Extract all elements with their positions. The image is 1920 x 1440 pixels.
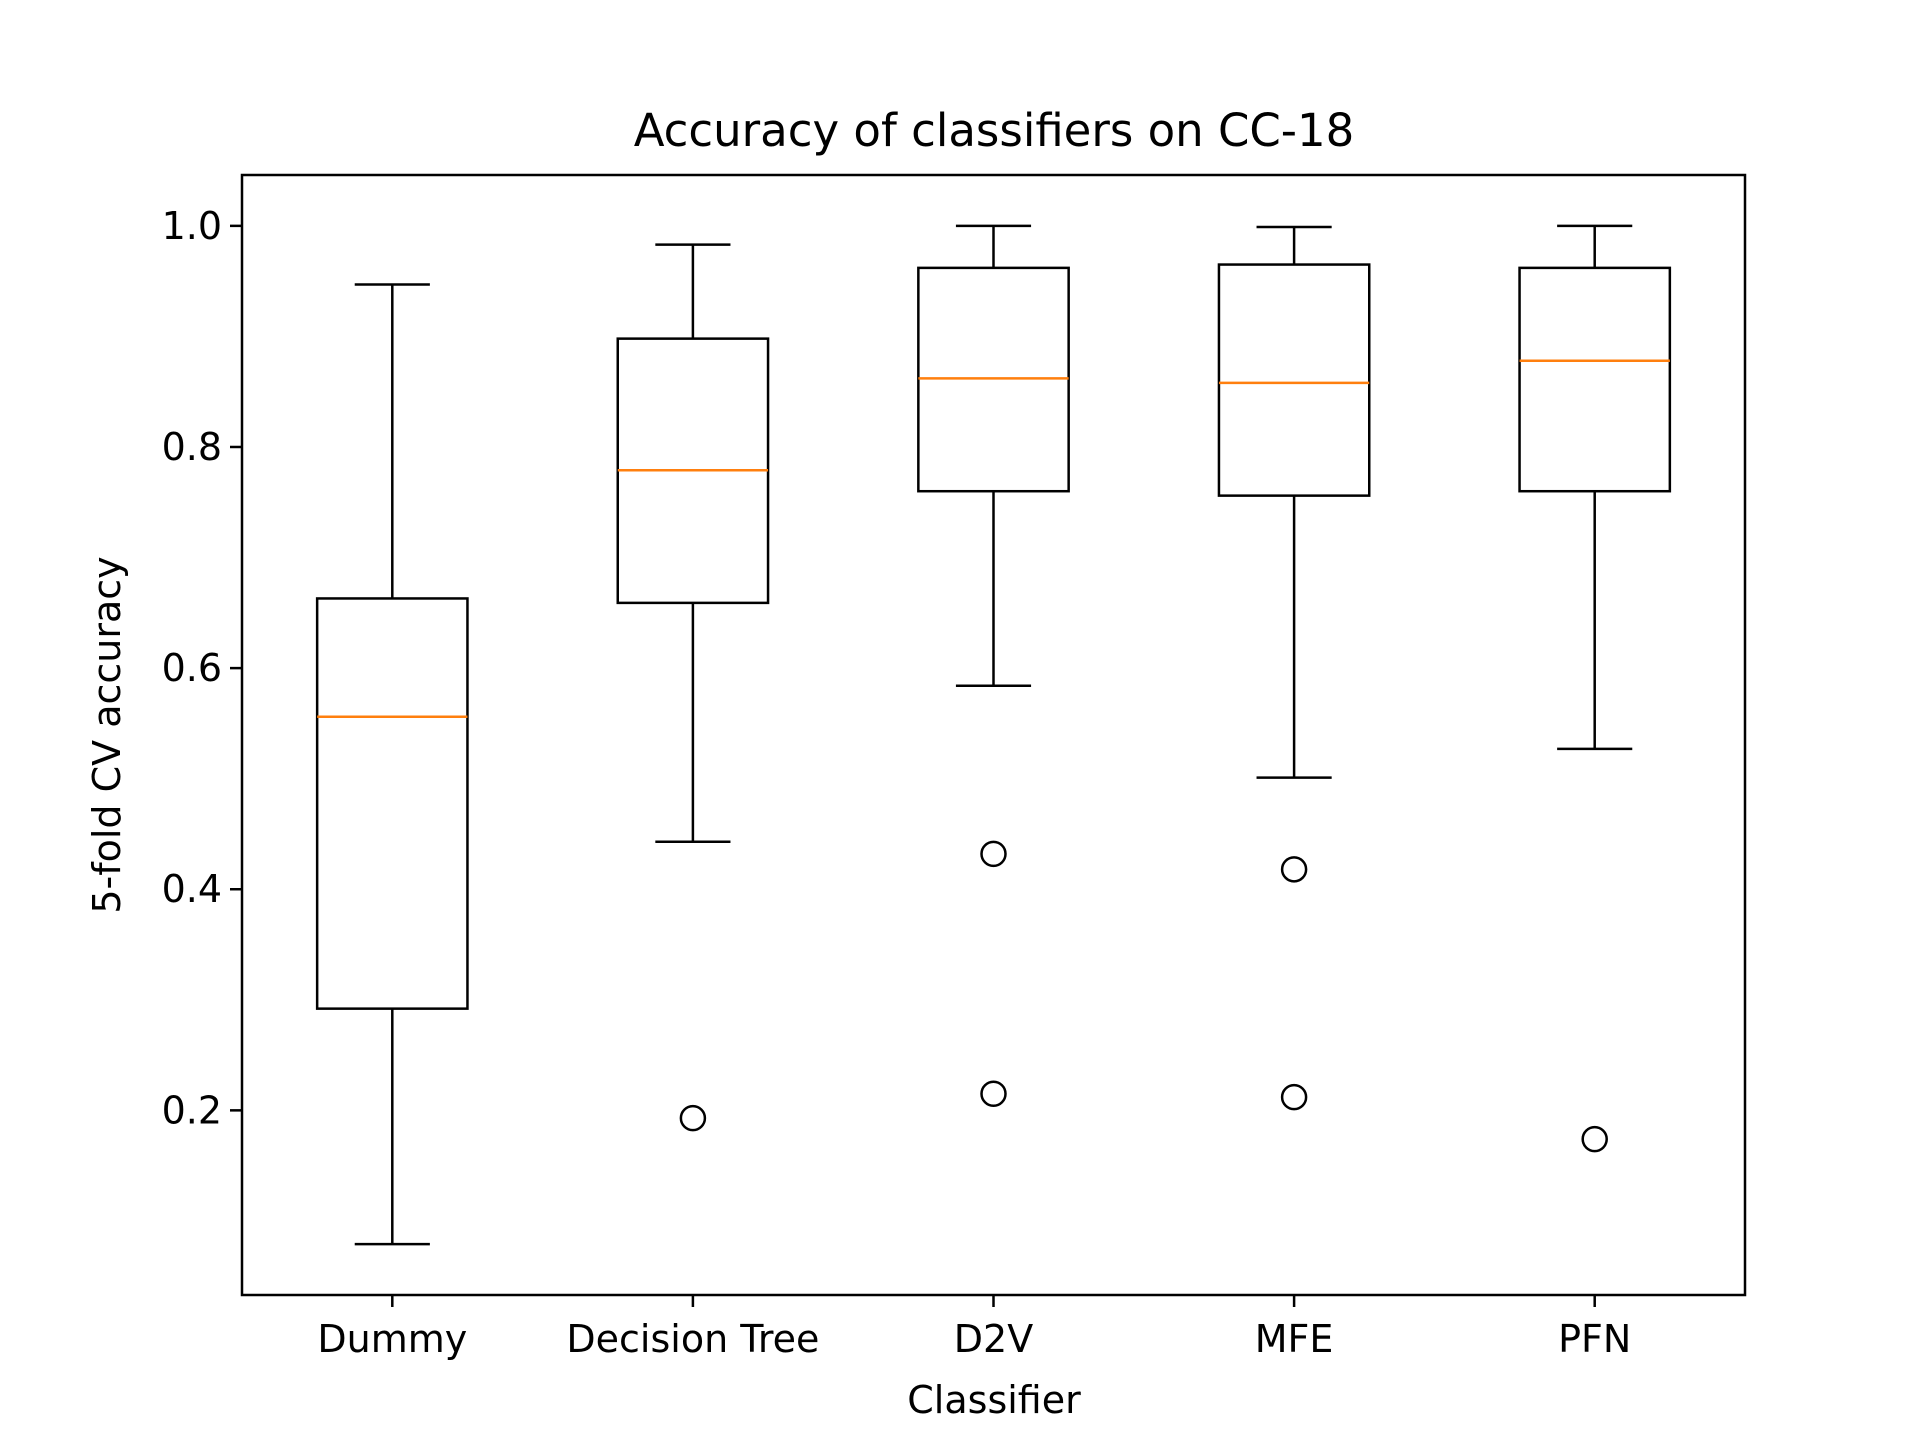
outlier-point <box>679 1104 707 1132</box>
box-group-4 <box>1217 225 1371 1111</box>
outlier-point <box>1280 1083 1308 1111</box>
box-group-2 <box>616 243 770 1132</box>
x-tick-label: Decision Tree <box>566 1317 819 1361</box>
plot-marks <box>315 224 1672 1246</box>
outlier-point <box>980 840 1007 868</box>
x-tick-label: Dummy <box>317 1317 467 1361</box>
y-tick-label: 0.6 <box>162 646 222 690</box>
box-group-1 <box>315 283 469 1246</box>
x-axis: Dummy Decision Tree D2V MFE PFN <box>317 1295 1631 1361</box>
y-tick-label: 1.0 <box>162 204 222 248</box>
y-tick-label: 0.2 <box>162 1088 222 1132</box>
box-group-5 <box>1518 224 1672 1153</box>
box-group-3 <box>917 224 1070 1108</box>
y-axis-label: 5-fold CV accuracy <box>85 556 129 913</box>
outlier-point <box>1581 1125 1608 1153</box>
box-iqr <box>315 597 469 1010</box>
chart-title: Accuracy of classifiers on CC-18 <box>634 104 1355 157</box>
box-iqr <box>1518 266 1672 493</box>
x-tick-label: PFN <box>1558 1317 1631 1361</box>
x-tick-label: D2V <box>954 1317 1033 1361</box>
y-tick-label: 0.8 <box>162 425 222 469</box>
y-axis: 0.2 0.4 0.6 0.8 1.0 <box>162 204 242 1132</box>
x-axis-label: Classifier <box>907 1378 1081 1422</box>
plot-frame <box>240 173 1747 1297</box>
box-iqr <box>1217 263 1371 497</box>
outlier-point <box>980 1080 1007 1108</box>
outlier-point <box>1280 856 1308 883</box>
y-tick-label: 0.4 <box>162 867 222 911</box>
x-tick-label: MFE <box>1255 1317 1334 1361</box>
